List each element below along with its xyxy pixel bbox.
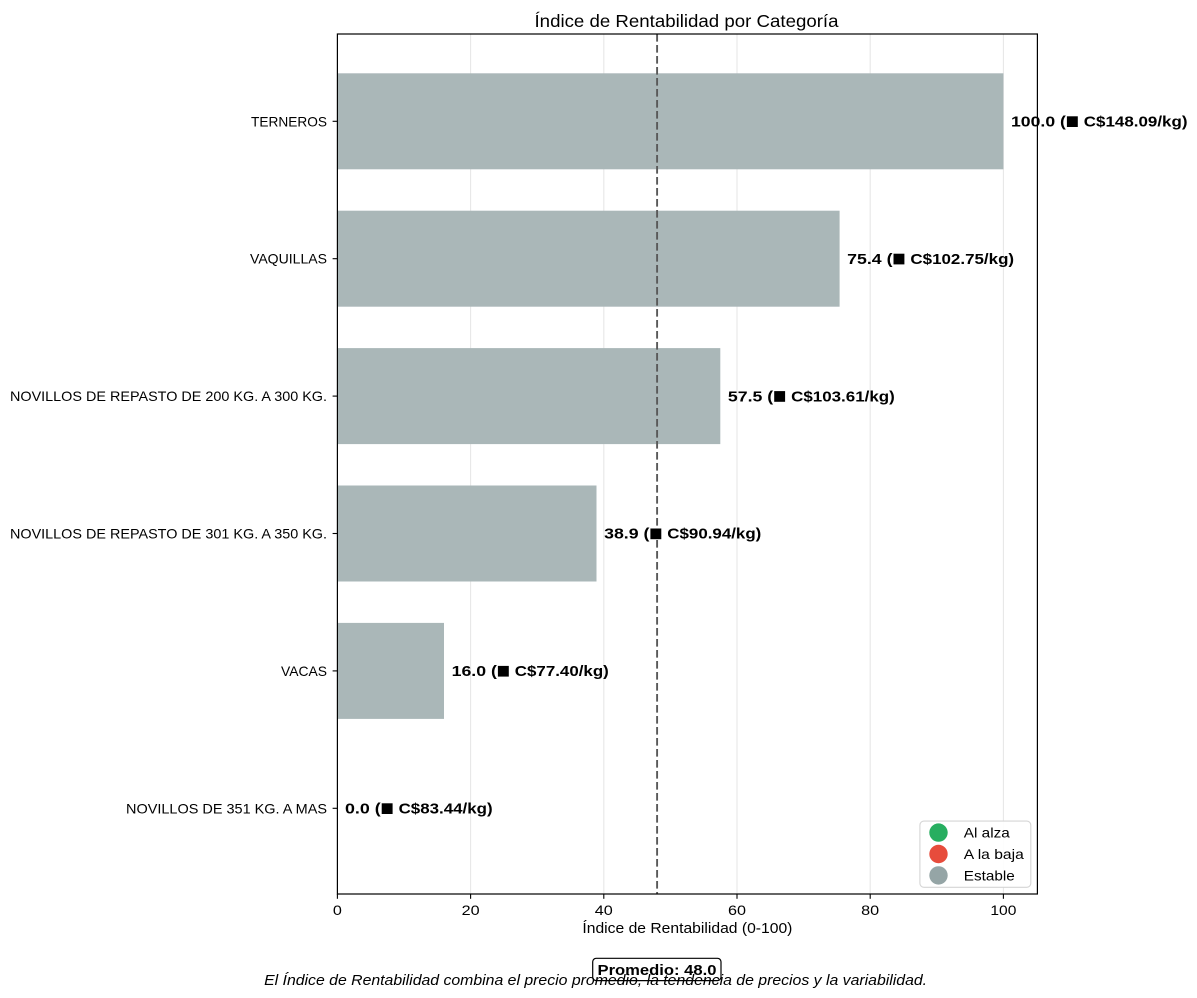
svg-text:75.4 (: 75.4 (: [847, 251, 892, 268]
svg-text:C$103.61/kg): C$103.61/kg): [791, 388, 895, 405]
svg-text:0.0 (: 0.0 (: [345, 801, 381, 818]
svg-text:C$77.40/kg): C$77.40/kg): [515, 663, 609, 680]
svg-text:20: 20: [462, 902, 480, 918]
svg-text:16.0 (: 16.0 (: [452, 663, 497, 680]
svg-text:0: 0: [333, 902, 342, 918]
svg-text:Promedio: 48.0: Promedio: 48.0: [598, 962, 717, 979]
svg-text:57.5 (: 57.5 (: [728, 388, 773, 405]
svg-text:C$148.09/kg): C$148.09/kg): [1084, 114, 1188, 131]
svg-text:38.9 (: 38.9 (: [604, 526, 649, 543]
svg-text:100.0 (: 100.0 (: [1011, 114, 1066, 131]
svg-text:Índice de Rentabilidad por Cat: Índice de Rentabilidad por Categoría: [535, 11, 839, 31]
svg-text:60: 60: [728, 902, 746, 918]
svg-text:TERNEROS: TERNEROS: [251, 113, 327, 129]
svg-text:El Índice de Rentabilidad comb: El Índice de Rentabilidad combina el pre…: [264, 972, 927, 989]
svg-text:VACAS: VACAS: [281, 663, 327, 679]
svg-text:C$90.94/kg): C$90.94/kg): [667, 526, 761, 543]
svg-text:40: 40: [595, 902, 613, 918]
svg-text:C$83.44/kg): C$83.44/kg): [399, 801, 493, 818]
svg-text:Al alza: Al alza: [964, 825, 1010, 841]
svg-text:Índice de Rentabilidad (0-100): Índice de Rentabilidad (0-100): [582, 920, 792, 937]
svg-text:100: 100: [990, 902, 1016, 918]
svg-text:NOVILLOS DE REPASTO DE 301 KG.: NOVILLOS DE REPASTO DE 301 KG. A 350 KG.: [10, 526, 327, 542]
svg-text:NOVILLOS DE REPASTO DE 200 KG.: NOVILLOS DE REPASTO DE 200 KG. A 300 KG.: [10, 388, 327, 404]
svg-text:80: 80: [861, 902, 879, 918]
svg-text:Estable: Estable: [964, 867, 1015, 883]
svg-text:A la baja: A la baja: [964, 846, 1024, 862]
svg-text:C$102.75/kg): C$102.75/kg): [910, 251, 1014, 268]
svg-text:NOVILLOS DE 351 KG. A MAS: NOVILLOS DE 351 KG. A MAS: [126, 800, 327, 816]
svg-text:VAQUILLAS: VAQUILLAS: [250, 251, 327, 267]
